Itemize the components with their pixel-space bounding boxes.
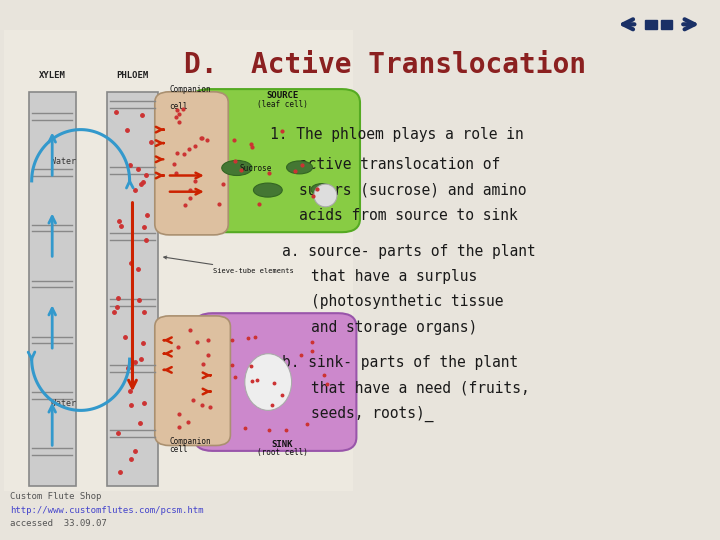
Text: Sucrose: Sucrose <box>240 164 271 173</box>
Text: sugars (sucrose) and amino: sugars (sucrose) and amino <box>299 183 526 198</box>
Bar <box>107 92 158 486</box>
Ellipse shape <box>253 183 282 197</box>
Text: acids from source to sink: acids from source to sink <box>299 208 518 223</box>
Text: active translocation of: active translocation of <box>299 157 500 172</box>
Ellipse shape <box>311 184 333 195</box>
Bar <box>645 20 657 29</box>
Text: cell: cell <box>169 446 188 455</box>
Text: XYLEM: XYLEM <box>39 71 66 80</box>
Text: that have a surplus: that have a surplus <box>311 269 477 284</box>
FancyBboxPatch shape <box>155 316 230 446</box>
Ellipse shape <box>314 184 337 207</box>
Bar <box>661 20 672 29</box>
Text: 1. The phloem plays a role in: 1. The phloem plays a role in <box>270 127 523 143</box>
Text: Water: Water <box>51 157 76 166</box>
Text: D.  Active Translocation: D. Active Translocation <box>184 51 586 79</box>
FancyBboxPatch shape <box>4 30 353 491</box>
Text: Custom Flute Shop: Custom Flute Shop <box>10 492 102 501</box>
Text: Sieve-tube elements: Sieve-tube elements <box>164 256 294 274</box>
Bar <box>29 92 76 486</box>
Text: seeds, roots)_: seeds, roots)_ <box>311 406 433 422</box>
Text: (photosynthetic tissue: (photosynthetic tissue <box>311 294 503 309</box>
Text: (root cell): (root cell) <box>257 448 308 457</box>
Text: PHLOEM: PHLOEM <box>117 71 148 80</box>
Text: cell: cell <box>169 102 188 111</box>
FancyBboxPatch shape <box>191 89 360 232</box>
Text: Water: Water <box>51 399 76 408</box>
Ellipse shape <box>245 354 292 410</box>
Text: Companion: Companion <box>169 85 211 94</box>
FancyBboxPatch shape <box>194 313 356 451</box>
Text: Companion: Companion <box>169 437 211 447</box>
Text: a. source- parts of the plant: a. source- parts of the plant <box>282 244 536 259</box>
Text: and storage organs): and storage organs) <box>311 320 477 335</box>
Text: that have a need (fruits,: that have a need (fruits, <box>311 381 530 396</box>
Text: SOURCE: SOURCE <box>266 91 299 100</box>
Text: (leaf cell): (leaf cell) <box>257 100 308 109</box>
Text: b. sink- parts of the plant: b. sink- parts of the plant <box>282 355 518 370</box>
Text: http://www.customflutes.com/pcsm.htm: http://www.customflutes.com/pcsm.htm <box>10 506 204 515</box>
Text: accessed  33.09.07: accessed 33.09.07 <box>10 519 107 528</box>
Ellipse shape <box>287 161 312 174</box>
Text: SINK: SINK <box>272 440 293 449</box>
FancyBboxPatch shape <box>155 92 228 235</box>
Ellipse shape <box>222 160 252 176</box>
